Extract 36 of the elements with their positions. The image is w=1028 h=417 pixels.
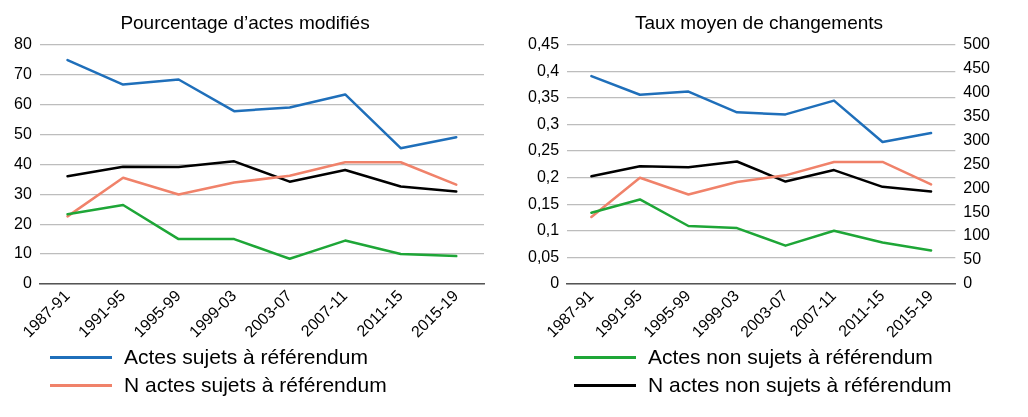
y2-tick-label: 150	[963, 202, 991, 220]
y-tick-label: 0,35	[528, 88, 560, 106]
y-tick-label: 0,25	[528, 141, 560, 159]
y-tick-label: 0,2	[536, 168, 560, 186]
y2-tick-label: 500	[963, 35, 991, 53]
y-tick-label: 0,15	[528, 194, 560, 212]
legend-label: Actes non sujets à référendum	[648, 345, 933, 369]
y2-tick-label: 0	[963, 274, 973, 292]
y-tick-label: 70	[14, 65, 32, 83]
chart-title: Taux moyen de changements	[634, 11, 884, 33]
y-tick-label: 20	[14, 214, 32, 232]
y-tick-label: 0,3	[536, 114, 560, 132]
legend-label: N actes sujets à référendum	[124, 373, 387, 397]
y2-tick-label: 300	[963, 130, 991, 148]
legend-label: N actes non sujets à référendum	[648, 373, 952, 397]
y-tick-label: 0	[550, 274, 560, 292]
y-tick-label: 30	[14, 184, 32, 202]
y2-tick-label: 350	[963, 106, 991, 124]
y-tick-label: 0,4	[536, 61, 560, 79]
chart-title: Pourcentage d’actes modifiés	[120, 11, 370, 33]
y2-tick-label: 200	[963, 178, 991, 196]
y2-tick-label: 250	[963, 154, 991, 172]
y2-tick-label: 50	[963, 250, 982, 268]
y-tick-label: 0	[22, 274, 32, 292]
y-tick-label: 0,45	[528, 35, 560, 53]
y-tick-label: 0,1	[536, 221, 560, 239]
y-tick-label: 50	[14, 124, 32, 142]
y-tick-label: 0,05	[528, 247, 560, 265]
y-tick-label: 80	[14, 35, 32, 53]
legend-label: Actes sujets à référendum	[124, 345, 368, 369]
y2-tick-label: 100	[963, 226, 991, 244]
y2-tick-label: 450	[963, 59, 991, 77]
y-tick-label: 40	[14, 154, 32, 172]
y2-tick-label: 400	[963, 83, 991, 101]
y-tick-label: 60	[14, 94, 32, 112]
y-tick-label: 10	[14, 244, 32, 262]
